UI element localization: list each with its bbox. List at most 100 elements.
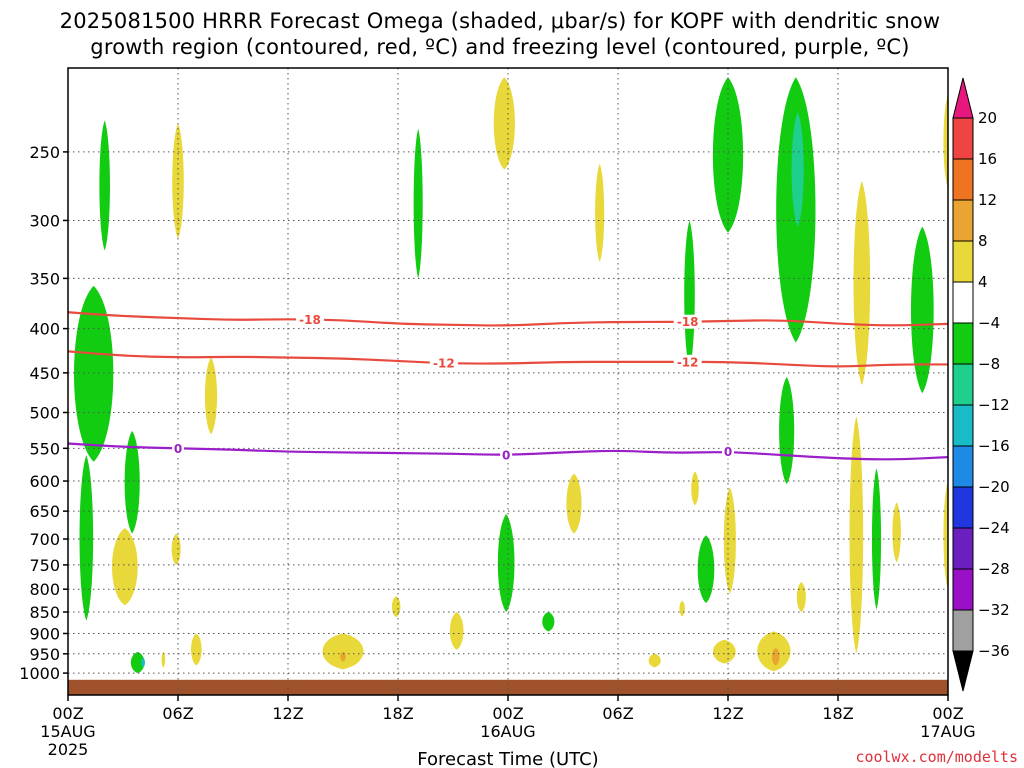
colorbar-label: 20 xyxy=(978,109,997,127)
contour-label-bg xyxy=(172,441,184,456)
omega-region-36 xyxy=(712,639,736,664)
omega-region-15 xyxy=(204,357,218,435)
chart-title-line-1: 2025081500 HRRR Forecast Omega (shaded, … xyxy=(59,9,941,33)
y-tick-label: 650 xyxy=(29,502,60,521)
contour-label-bg xyxy=(722,444,734,459)
y-axis-ticks: 250 300 350 400 450 500 550 600 650 700 750 800 850 9… xyxy=(19,143,68,683)
chart-title: 2025081500 HRRR Forecast Omega (shaded, … xyxy=(0,8,1000,60)
omega-region-3 xyxy=(493,77,515,170)
colorbar-label: −12 xyxy=(978,396,1010,414)
omega-region-10 xyxy=(910,226,934,394)
x-tick-year: 2025 xyxy=(48,740,89,759)
y-tick-label: 850 xyxy=(29,603,60,622)
omega-region-9 xyxy=(853,180,871,386)
colorbar-band-8 xyxy=(952,404,974,447)
omega-region-5 xyxy=(684,220,695,369)
colorbar-label: −36 xyxy=(978,642,1010,660)
colorbar-band-3 xyxy=(952,199,974,242)
omega-region-12 xyxy=(74,285,114,462)
x-tick-label: 12Z xyxy=(712,704,743,723)
omega-region-42 xyxy=(191,633,202,666)
colorbar-band-2 xyxy=(952,158,974,201)
colorbar-label: 4 xyxy=(978,273,988,291)
contour-label: -12 xyxy=(677,355,699,369)
colorbar-arrow-bottom xyxy=(952,650,974,692)
y-tick-label: 550 xyxy=(29,439,60,458)
contour-label: -18 xyxy=(677,315,699,329)
omega-region-19 xyxy=(566,473,582,534)
contour-label: -12 xyxy=(433,357,455,371)
contour-label-bg xyxy=(296,312,324,327)
colorbar-label: 8 xyxy=(978,232,988,250)
colorbar-band-5 xyxy=(952,281,974,324)
x-tick-label: 00Z xyxy=(492,704,523,723)
colorbar-arrow-top xyxy=(952,77,974,119)
contour-label: 0 xyxy=(174,442,182,456)
y-tick-label: 350 xyxy=(29,269,60,288)
omega-region-17 xyxy=(171,533,181,565)
temperature-contours: -18 -18 -12 -12 0 0 0 xyxy=(68,311,948,463)
colorbar-band-1 xyxy=(952,117,974,160)
y-tick-label: 1000 xyxy=(19,664,60,683)
omega-region-8 xyxy=(791,112,804,227)
omega-region-18 xyxy=(497,514,515,612)
x-tick-label: 00Z xyxy=(52,704,83,723)
contour-label: -18 xyxy=(299,313,321,327)
contour-line-1 xyxy=(68,350,948,368)
omega-region-33 xyxy=(322,633,364,670)
x-tick-label: 06Z xyxy=(602,704,633,723)
omega-region-24 xyxy=(796,582,806,612)
omega-shading xyxy=(74,77,948,674)
contour-label: 0 xyxy=(502,449,510,463)
colorbar-label: −32 xyxy=(978,601,1010,619)
y-tick-label: 500 xyxy=(29,403,60,422)
omega-region-11 xyxy=(943,95,948,188)
colorbar-label: 12 xyxy=(978,191,997,209)
omega-region-20 xyxy=(691,471,699,506)
omega-region-0 xyxy=(99,120,110,251)
colorbar-label: −8 xyxy=(978,355,1000,373)
omega-region-40 xyxy=(141,657,145,668)
y-tick-label: 950 xyxy=(29,645,60,664)
omega-region-30 xyxy=(449,611,464,650)
y-tick-label: 250 xyxy=(29,143,60,162)
y-tick-label: 300 xyxy=(29,211,60,230)
x-tick-label: 18Z xyxy=(822,704,853,723)
y-tick-label: 750 xyxy=(29,556,60,575)
omega-region-29 xyxy=(391,596,401,618)
contour-label-bg xyxy=(500,448,513,463)
omega-region-1 xyxy=(172,123,184,239)
colorbar-label: −28 xyxy=(978,560,1010,578)
colorbar-label: −4 xyxy=(978,314,1000,332)
colorbar-band-9 xyxy=(952,445,974,488)
y-tick-label: 400 xyxy=(29,320,60,339)
colorbar-band-4 xyxy=(952,240,974,283)
colorbar-band-6 xyxy=(952,322,974,365)
chart-title-line-2: growth region (contoured, red, ºC) and f… xyxy=(90,35,910,59)
y-tick-label: 600 xyxy=(29,472,60,491)
contour-line-0 xyxy=(68,311,948,327)
x-tick-label: 18Z xyxy=(382,704,413,723)
omega-region-26 xyxy=(871,468,882,610)
credit-link[interactable]: coolwx.com/modelts xyxy=(855,748,1018,766)
x-tick-date: 15AUG xyxy=(40,722,95,741)
omega-region-25 xyxy=(849,416,864,654)
colorbar-label: −24 xyxy=(978,519,1010,537)
colorbar-band-12 xyxy=(952,568,974,611)
omega-region-2 xyxy=(413,128,423,279)
colorbar-band-7 xyxy=(952,363,974,406)
colorbar-label: −16 xyxy=(978,437,1010,455)
contour-label-bg xyxy=(429,356,458,371)
ground-layer xyxy=(68,679,948,695)
omega-region-41 xyxy=(161,651,166,668)
y-tick-label: 700 xyxy=(29,530,60,549)
omega-region-6 xyxy=(712,77,744,233)
y-tick-label: 450 xyxy=(29,364,60,383)
omega-region-21 xyxy=(697,535,715,604)
omega-region-27 xyxy=(892,502,901,563)
colorbar-band-13 xyxy=(952,609,974,652)
colorbar-label: −20 xyxy=(978,478,1010,496)
omega-region-22 xyxy=(723,487,736,594)
